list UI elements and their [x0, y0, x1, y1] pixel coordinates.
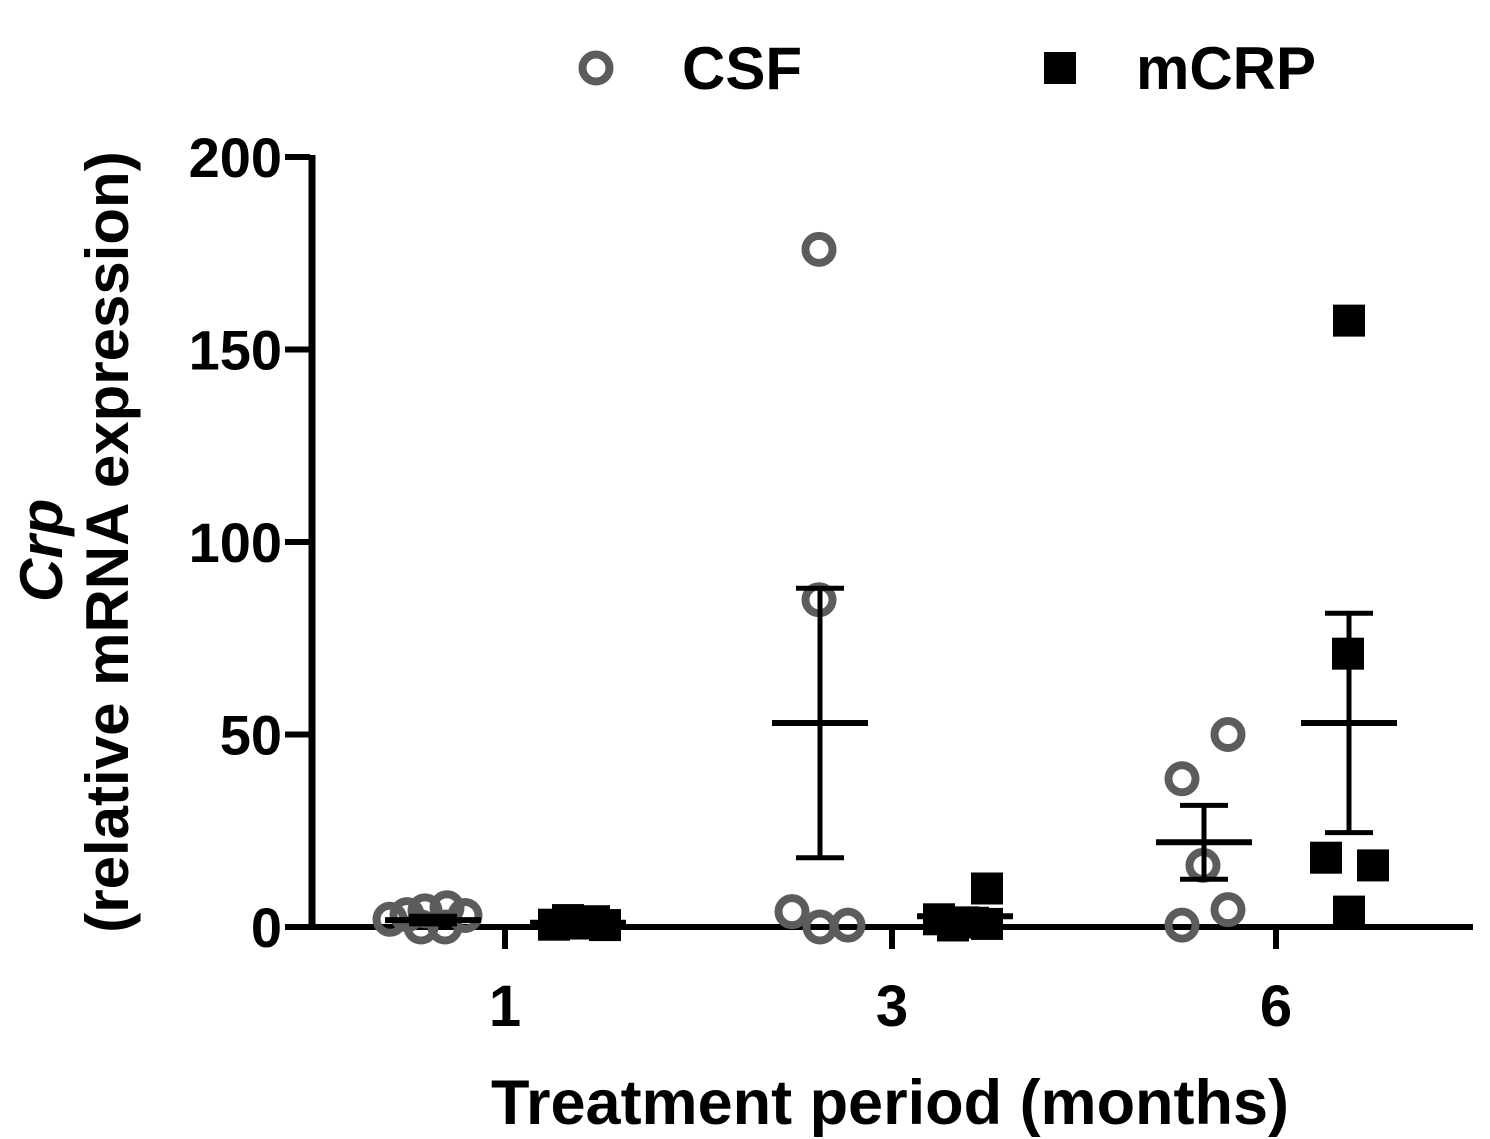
legend-marker-mcrp-square-icon — [1044, 52, 1076, 84]
legend-label-mcrp: mCRP — [1136, 35, 1316, 102]
data-point-circle — [1164, 907, 1200, 943]
y-tick-label: 50 — [220, 704, 282, 767]
y-tick-label: 0 — [251, 896, 282, 959]
data-point-square — [971, 872, 1003, 905]
data-point-circle — [830, 907, 866, 943]
y-axis-title-gene: Crp — [8, 499, 75, 602]
data-point-circle — [1210, 717, 1246, 752]
data-point-square — [1333, 304, 1365, 337]
x-axis-title: Treatment period (months) — [491, 1068, 1289, 1138]
data-point-circle — [427, 909, 463, 945]
y-tick-label: 200 — [189, 126, 282, 189]
y-tick-label: 100 — [189, 511, 282, 574]
data-point-circle — [1210, 892, 1246, 928]
error-bars-csf — [385, 585, 1252, 927]
data-point-circle — [774, 894, 810, 930]
x-tick-label: 1 — [489, 974, 521, 1039]
error-bars — [385, 585, 1397, 927]
error-bars-mcrp — [530, 610, 1397, 927]
series-mcrp — [538, 304, 1389, 942]
data-point-square — [1333, 895, 1365, 928]
y-tick-label: 150 — [189, 319, 282, 382]
y-axis-title: Crp (relative mRNA expression) — [8, 151, 141, 932]
x-tick-label: 3 — [876, 974, 908, 1039]
data-point-circle — [801, 231, 837, 267]
legend: CSF mCRP — [578, 35, 1316, 102]
axes: 0 50 100 150 200 1 3 6 — [189, 126, 1473, 1039]
y-axis-title-units: (relative mRNA expression) — [74, 151, 141, 932]
x-tick-label: 6 — [1260, 974, 1292, 1039]
data-point-square — [1357, 849, 1389, 882]
data-point-circle — [1164, 761, 1200, 797]
data-points — [372, 231, 1389, 945]
data-point-square — [1310, 841, 1342, 874]
legend-label-csf: CSF — [682, 35, 802, 102]
legend-marker-csf-circle-icon — [578, 50, 614, 86]
